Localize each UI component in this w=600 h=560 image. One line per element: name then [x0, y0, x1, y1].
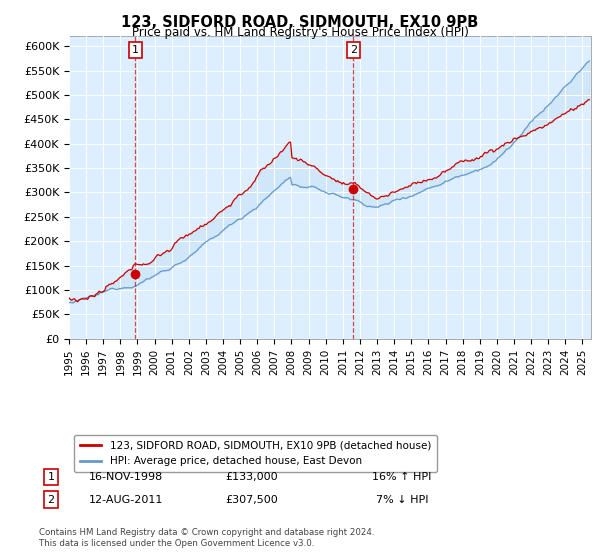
Text: Contains HM Land Registry data © Crown copyright and database right 2024.
This d: Contains HM Land Registry data © Crown c… — [39, 528, 374, 548]
Text: £133,000: £133,000 — [226, 472, 278, 482]
Text: 16-NOV-1998: 16-NOV-1998 — [89, 472, 163, 482]
Text: 1: 1 — [47, 472, 55, 482]
Text: 12-AUG-2011: 12-AUG-2011 — [89, 494, 163, 505]
Text: Price paid vs. HM Land Registry's House Price Index (HPI): Price paid vs. HM Land Registry's House … — [131, 26, 469, 39]
Text: 2: 2 — [350, 45, 357, 55]
Text: £307,500: £307,500 — [226, 494, 278, 505]
Text: 2: 2 — [47, 494, 55, 505]
Legend: 123, SIDFORD ROAD, SIDMOUTH, EX10 9PB (detached house), HPI: Average price, deta: 123, SIDFORD ROAD, SIDMOUTH, EX10 9PB (d… — [74, 435, 437, 473]
Text: 123, SIDFORD ROAD, SIDMOUTH, EX10 9PB: 123, SIDFORD ROAD, SIDMOUTH, EX10 9PB — [121, 15, 479, 30]
Text: 1: 1 — [132, 45, 139, 55]
Text: 7% ↓ HPI: 7% ↓ HPI — [376, 494, 428, 505]
Text: 16% ↑ HPI: 16% ↑ HPI — [373, 472, 431, 482]
